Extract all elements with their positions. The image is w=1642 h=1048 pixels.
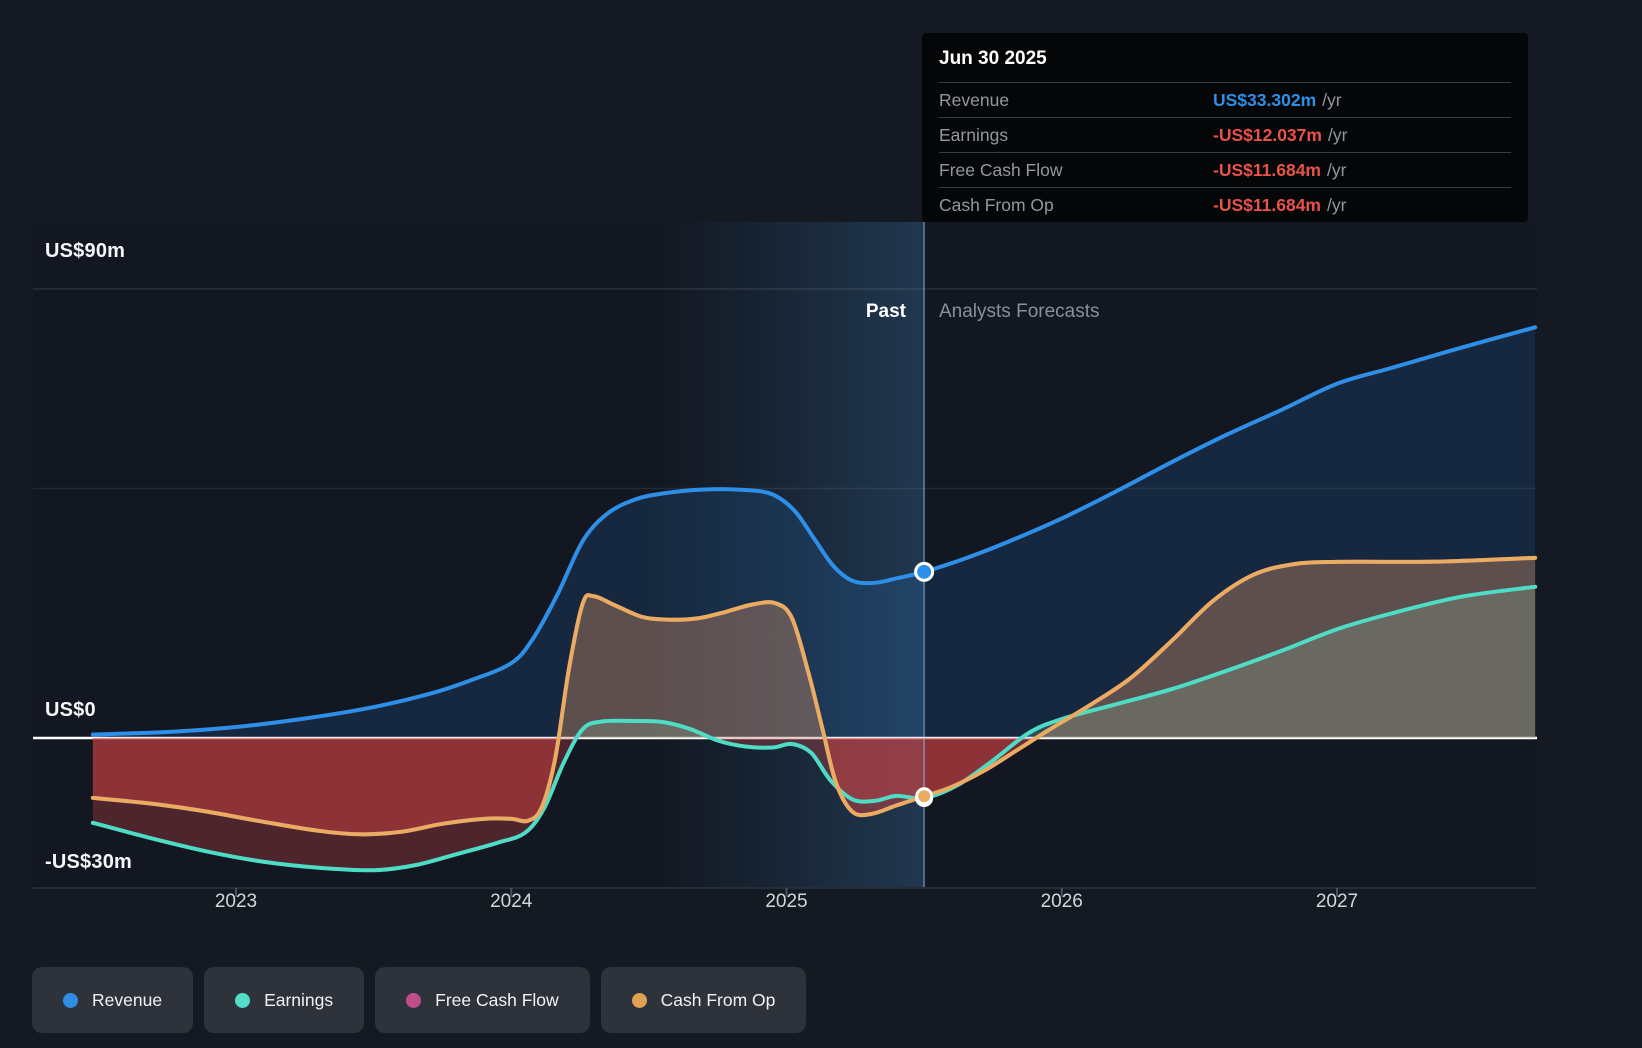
tooltip-row-label: Cash From Op — [939, 194, 1054, 215]
tooltip-row-unit: /yr — [1327, 159, 1347, 180]
y-axis-label-90m: US$90m — [45, 240, 126, 262]
tooltip-row-label: Revenue — [939, 89, 1010, 110]
marker-revenue[interactable] — [914, 561, 935, 582]
line-earnings — [90, 584, 1538, 873]
tooltip-row-value: -US$11.684m — [1213, 159, 1321, 180]
tooltip-row-label: Earnings — [939, 124, 1009, 145]
legend-label: Cash From Op — [660, 989, 776, 1010]
tooltip-row-unit: /yr — [1322, 89, 1342, 110]
y-axis-label-0: US$0 — [45, 699, 96, 721]
legend-item-cash-from-op[interactable]: Cash From Op — [600, 967, 807, 1033]
line-revenue — [90, 325, 1538, 737]
x-axis-label-2025: 2025 — [765, 891, 808, 912]
tooltip-row-value: US$33.302m — [1213, 89, 1317, 110]
legend-item-revenue[interactable]: Revenue — [32, 967, 194, 1033]
tooltip-row-label: Free Cash Flow — [939, 159, 1063, 180]
marker-cash-from-op[interactable] — [915, 787, 934, 806]
chart-legend: Revenue Earnings Free Cash Flow Cash From O… — [32, 967, 807, 1033]
tooltip-date: Jun 30 2025 — [939, 48, 1047, 69]
x-axis-label-2023: 2023 — [214, 891, 258, 912]
area-negative-free-cash-flow — [92, 738, 1536, 835]
tooltip-row-value: -US$11.684m — [1213, 194, 1321, 215]
x-axis-label-2026: 2026 — [1040, 891, 1083, 912]
tooltip-row-unit: /yr — [1327, 194, 1347, 215]
area-negative-cash-from-op — [92, 738, 1536, 835]
analysts-forecasts-label: Analysts Forecasts — [939, 301, 1100, 322]
past-year-highlight-band — [648, 222, 925, 888]
area-positive-free-cash-flow — [92, 557, 1536, 738]
chart-tooltip: Jun 30 2025 Revenue US$33.302m/yr Earnings… — [922, 33, 1528, 222]
legend-color-dot — [63, 992, 78, 1008]
tooltip-row-free-cash-flow: Free Cash Flow -US$11.684m/yr — [939, 152, 1511, 187]
line-cash-from-op — [90, 555, 1538, 837]
y-axis-label-neg30m: -US$30m — [45, 851, 132, 873]
tooltip-row-value: -US$12.037m — [1213, 124, 1322, 145]
legend-color-dot — [631, 992, 647, 1008]
legend-label: Revenue — [92, 989, 163, 1010]
area-positive-earnings — [92, 586, 1536, 738]
legend-color-dot — [406, 992, 422, 1008]
tooltip-row-unit: /yr — [1327, 124, 1348, 145]
area-positive-cash-from-op — [92, 557, 1536, 738]
legend-item-free-cash-flow[interactable]: Free Cash Flow — [375, 967, 590, 1033]
legend-label: Earnings — [264, 989, 334, 1010]
tooltip-row-cash-from-op: Cash From Op -US$11.684m/yr — [939, 187, 1511, 222]
x-axis-label-2027: 2027 — [1315, 891, 1359, 912]
legend-color-dot — [235, 992, 251, 1008]
x-axis-label-2024: 2024 — [490, 891, 533, 912]
area-negative-earnings — [92, 738, 1536, 871]
legend-label: Free Cash Flow — [435, 989, 559, 1010]
past-label: Past — [865, 301, 906, 322]
tooltip-row-revenue: Revenue US$33.302m/yr — [939, 82, 1511, 117]
tooltip-row-earnings: Earnings -US$12.037m/yr — [939, 117, 1511, 152]
legend-item-earnings[interactable]: Earnings — [204, 967, 365, 1033]
